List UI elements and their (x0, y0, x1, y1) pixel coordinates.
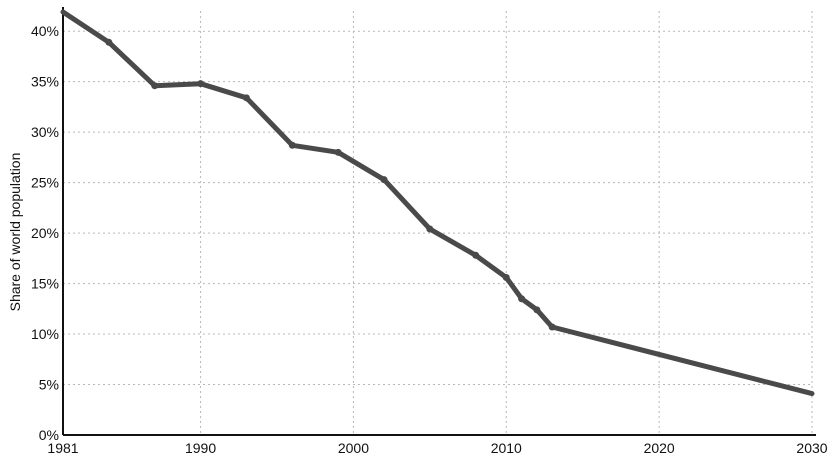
y-tick-label: 0% (39, 427, 59, 443)
y-axis-title: Share of world population (7, 153, 23, 312)
y-tick-label: 20% (31, 225, 59, 241)
y-tick-label: 5% (39, 377, 59, 393)
data-point (288, 141, 296, 149)
data-point (105, 38, 113, 46)
data-point (548, 323, 556, 331)
data-point (334, 148, 342, 156)
x-axis-ticks: 1981 1990 2000 2010 2020 2030 (47, 440, 827, 456)
x-tick-label: 1990 (185, 440, 216, 456)
y-axis-ticks: 0% 5% 10% 15% 20% 25% 30% 35% 40% (31, 23, 59, 443)
series-line (60, 9, 815, 397)
y-tick-label: 10% (31, 326, 59, 342)
x-tick-label: 2030 (796, 440, 827, 456)
data-point (502, 274, 510, 282)
series-area (60, 9, 815, 397)
data-point (472, 251, 480, 259)
data-point (151, 82, 159, 90)
data-point (242, 94, 250, 102)
data-point (380, 176, 388, 184)
data-point (197, 80, 205, 88)
x-tick-label: 2000 (338, 440, 369, 456)
x-tick-label: 1981 (47, 440, 78, 456)
data-point (518, 295, 526, 303)
y-tick-label: 35% (31, 74, 59, 90)
data-point (426, 225, 434, 233)
y-tick-label: 30% (31, 124, 59, 140)
x-tick-label: 2010 (491, 440, 522, 456)
axes (62, 7, 816, 436)
x-tick-label: 2020 (644, 440, 675, 456)
grid (63, 11, 813, 435)
y-tick-label: 25% (31, 175, 59, 191)
data-point (533, 306, 541, 314)
y-tick-label: 15% (31, 276, 59, 292)
y-tick-label: 40% (31, 23, 59, 39)
